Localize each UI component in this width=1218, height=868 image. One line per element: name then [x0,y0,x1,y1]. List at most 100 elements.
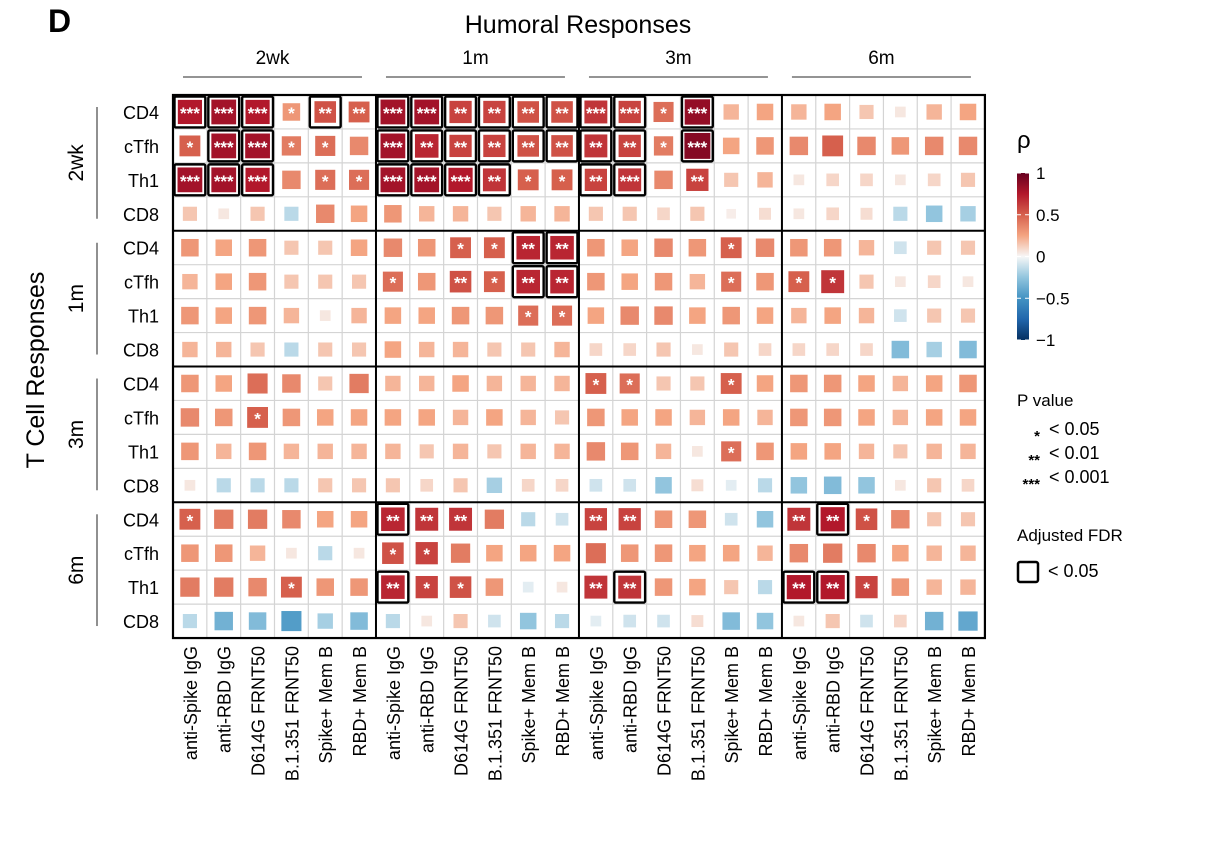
heatmap-cell [350,409,368,426]
cell-square [486,544,503,562]
cell-square [589,343,603,356]
cell-square [283,443,300,460]
row-labels: CD4 cTfh Th1 CD8 CD4 cTfh Th1 CD8 CD4 cTfh Th1 CD8 C… [123,103,159,632]
cell-square [215,239,232,256]
cell-square [216,478,231,493]
cell-square [756,137,774,155]
heatmap-cell [858,443,875,460]
column-label: Spike+ Mem B [519,646,539,764]
column-group-headers: 2wk 1m 3m 6m [183,48,971,78]
heatmap-cell [452,341,469,358]
cell-square [282,170,301,190]
significance-stars: ** [792,511,806,530]
significance-stars: * [288,138,295,157]
cell-square [691,615,704,628]
heatmap-cell: ** [545,95,579,129]
cell-square [419,444,434,459]
cell-square [414,167,440,193]
cell-square [317,613,333,629]
cell-square [417,272,436,291]
heatmap-cell [420,478,434,492]
cell-square [826,207,840,221]
cell-square [892,409,909,426]
heatmap-cell: * [315,169,336,191]
heatmap-cell [927,240,942,255]
cell-square [180,577,200,597]
cell-square [380,99,406,125]
heatmap-cell [756,307,774,324]
heatmap-cell [892,544,909,562]
cell-square [791,307,807,324]
heatmap-cell [485,578,504,596]
heatmap-cell [756,511,774,528]
significance-stars: *** [451,172,471,191]
heatmap-cell: * [551,169,573,191]
cell-square [247,373,268,394]
fdr-box [240,129,275,163]
column-label: D614G FRNT50 [452,646,472,776]
row-label: cTfh [124,273,159,293]
heatmap-cell: * [449,576,472,598]
heatmap-cell [656,376,671,391]
heatmap-cell [824,103,841,121]
heatmap-cell [284,274,299,289]
cell-square [756,103,774,121]
row-label: cTfh [124,137,159,157]
heatmap-cell [215,239,232,256]
cell-square [214,509,234,529]
pvalue-label: < 0.05 [1049,419,1100,439]
significance-stars: *** [180,172,200,191]
cell-square [284,206,299,221]
heatmap-cell [621,239,638,256]
cell-square [516,235,540,260]
heatmap-cell [960,308,976,323]
heatmap-cell: ** [511,129,545,163]
color-tick-label: −1 [1036,331,1055,350]
heatmap-cell: ** [613,570,647,604]
cell-square [722,306,740,325]
cell-square [892,375,909,392]
cell-square [551,101,573,123]
column-label: Spike+ Mem B [925,646,945,764]
row-label: cTfh [124,544,159,564]
significance-stars: ** [555,104,569,123]
heatmap-cell [318,342,333,357]
heatmap-cell [283,443,300,460]
cell-square [351,478,367,493]
cell-square [925,375,943,392]
heatmap-cell [318,376,333,391]
heatmap-cell: ** [415,507,439,531]
heatmap-cell [823,543,843,563]
cell-square [215,273,232,290]
cell-square [382,271,403,292]
cell-square [349,169,370,190]
fdr-box [816,570,850,604]
heatmap-cell: * [280,576,302,598]
cell-square [690,206,705,221]
cell-square [385,478,400,493]
significance-stars: ** [386,511,400,530]
heatmap-cell: *** [680,129,714,163]
cell-square [961,478,975,492]
fdr-box [511,265,545,299]
row-label: Th1 [128,307,159,327]
heatmap-cell: * [282,103,301,123]
heatmap-cell [351,307,367,324]
cell-square [353,547,365,559]
fdr-box [579,95,613,129]
cell-square [487,206,502,221]
cell-square [721,271,742,292]
color-legend-title: ρ [1017,127,1031,154]
cell-square [857,543,876,563]
cell-square [453,478,468,493]
heatmap-cell [926,341,942,358]
cell-square [554,443,570,460]
heatmap-cell [793,615,805,627]
cell-square [722,544,740,562]
heatmap-cell [182,206,197,221]
heatmap-cell [316,511,334,528]
cell-square [385,375,401,392]
heatmap-cell [316,409,334,426]
cell-square [618,100,641,124]
